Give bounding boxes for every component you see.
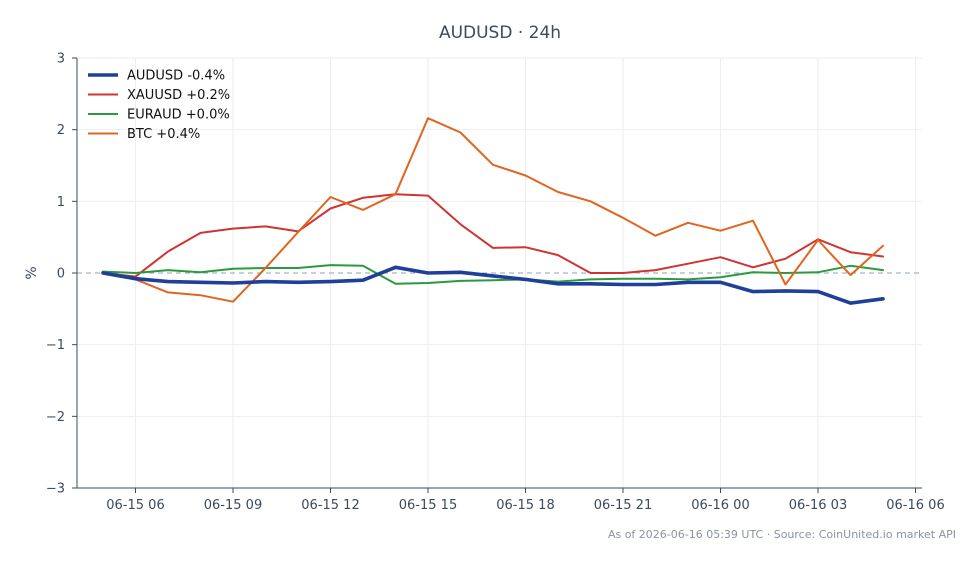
axes: 06-15 06 06-15 09 06-15 12 06-15 15 06-15 18…	[46, 52, 945, 514]
footer-note: As of 2026-06-16 05:39 UTC · Source: Coi…	[608, 528, 956, 541]
x-tick-label: 06-15 21	[594, 498, 652, 513]
y-tick-label: 0	[57, 267, 65, 282]
y-tick-label: −3	[46, 482, 65, 497]
y-tick-label: 3	[57, 52, 65, 67]
y-tick-label: −1	[46, 338, 65, 353]
x-tick-label: 06-15 15	[399, 498, 457, 513]
y-tick-label: −2	[46, 410, 65, 425]
series-lines	[101, 117, 885, 305]
y-tick-label: 1	[57, 195, 65, 210]
x-tick-label: 06-16 03	[789, 498, 847, 513]
x-tick-label: 06-16 00	[691, 498, 749, 513]
y-tick-label: 2	[57, 123, 65, 138]
legend-label-btc: BTC +0.4%	[127, 127, 200, 142]
series-line-xauusd	[102, 193, 884, 278]
x-tick-label: 06-15 06	[106, 498, 164, 513]
x-tick-label: 06-15 12	[301, 498, 359, 513]
legend-label-xauusd: XAUUSD +0.2%	[127, 88, 230, 103]
x-tick-label: 06-15 09	[204, 498, 262, 513]
series-line-btc	[102, 117, 884, 303]
x-tick-label: 06-16 06	[886, 498, 944, 513]
y-axis-label: %	[24, 266, 40, 279]
legend: AUDUSD -0.4% XAUUSD +0.2% EURAUD +0.0% BTC …	[88, 69, 230, 142]
legend-label-euraud: EURAUD +0.0%	[127, 108, 230, 123]
x-tick-label: 06-15 18	[496, 498, 554, 513]
series-line-euraud	[102, 264, 884, 285]
chart-title: AUDUSD · 24h	[439, 23, 561, 43]
series-line-audusd	[101, 265, 885, 305]
legend-label-audusd: AUDUSD -0.4%	[127, 69, 225, 84]
